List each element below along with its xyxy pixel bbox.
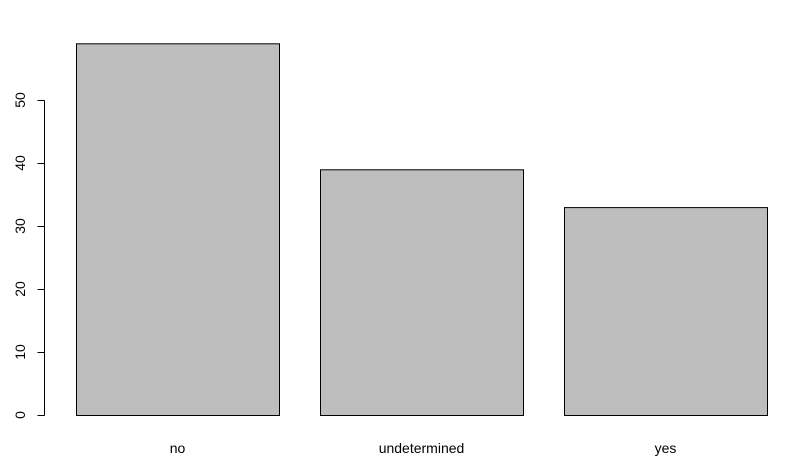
y-tick-label-20: 20 [12, 281, 28, 297]
y-tick-label-30: 30 [12, 218, 28, 234]
y-tick-label-50: 50 [12, 92, 28, 108]
bar-yes [564, 207, 768, 416]
bar-no [76, 43, 280, 417]
y-axis: 0 10 20 30 40 50 [12, 92, 45, 419]
bar-undetermined [320, 169, 524, 416]
x-tick-label-no: no [170, 440, 186, 456]
y-tick-label-10: 10 [12, 344, 28, 360]
x-axis-labels: no undetermined yes [170, 440, 677, 456]
x-tick-label-undetermined: undetermined [379, 440, 465, 456]
y-tick-label-40: 40 [12, 155, 28, 171]
bars-group [76, 43, 768, 417]
y-tick-label-0: 0 [12, 411, 28, 419]
x-tick-label-yes: yes [655, 440, 677, 456]
